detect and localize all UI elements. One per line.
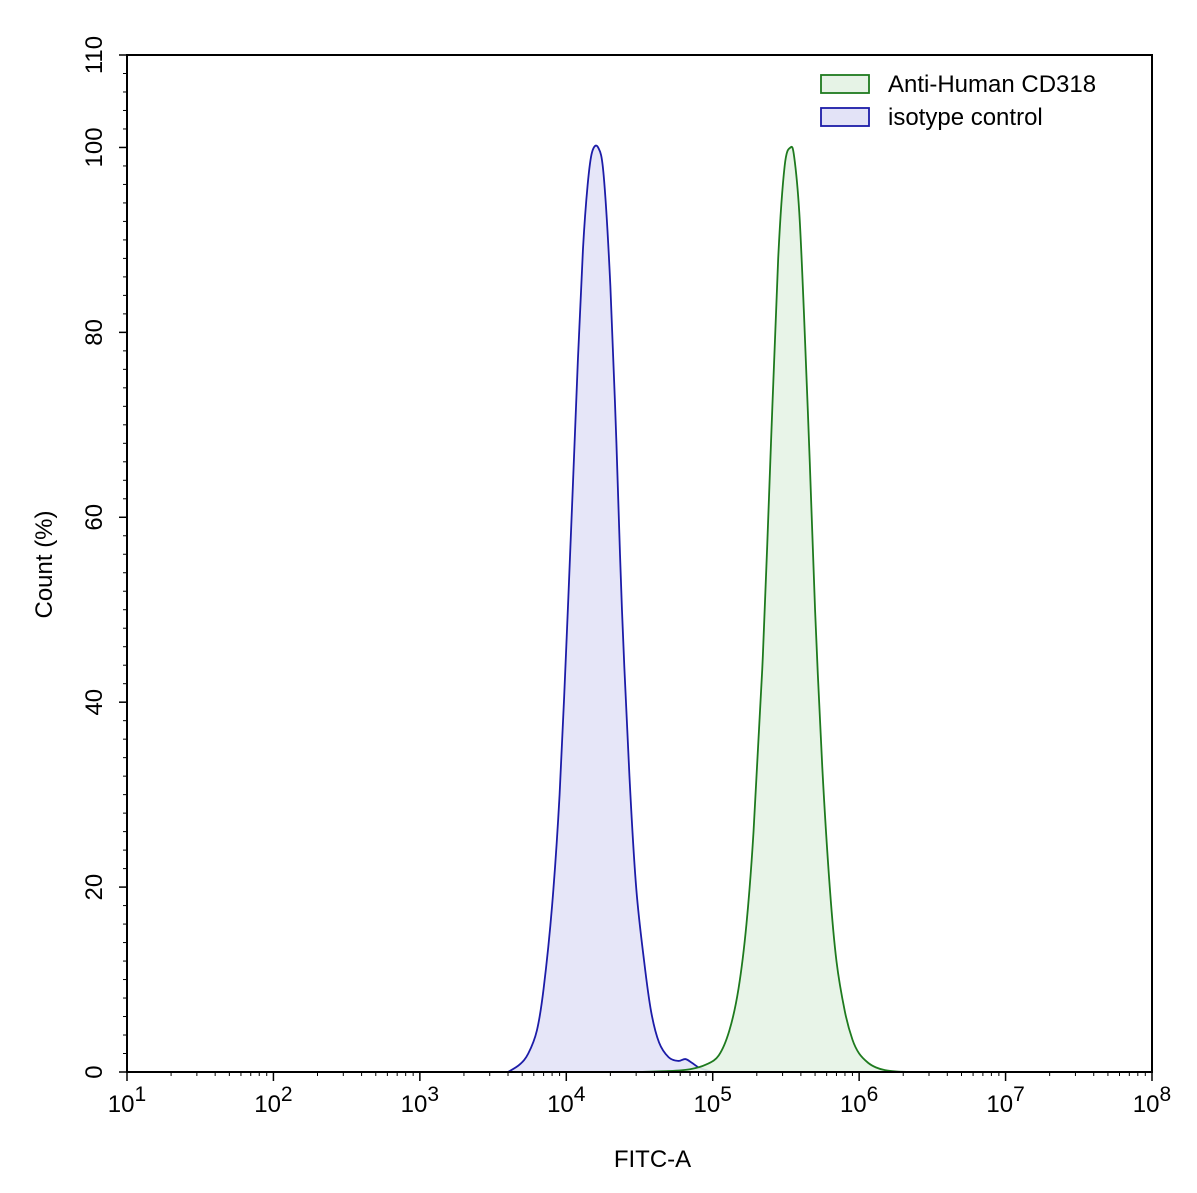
y-tick-label: 80 bbox=[81, 319, 108, 346]
y-tick-label: 60 bbox=[81, 504, 108, 531]
legend: Anti-Human CD318 isotype control bbox=[820, 71, 1096, 131]
series-line-isotype-control bbox=[507, 144, 713, 1073]
y-tick-label: 20 bbox=[81, 874, 108, 901]
y-tick-label: 110 bbox=[81, 36, 108, 74]
series-layer bbox=[507, 144, 910, 1073]
x-tick-label: 103 bbox=[401, 1083, 439, 1118]
x-tick-label: 107 bbox=[986, 1083, 1024, 1118]
legend-label-anti-human-cd318: Anti-Human CD318 bbox=[888, 71, 1096, 98]
x-tick-label: 105 bbox=[694, 1083, 732, 1118]
legend-label-isotype-control: isotype control bbox=[888, 104, 1043, 131]
x-tick-label: 106 bbox=[840, 1083, 878, 1118]
y-tick-label: 0 bbox=[81, 1065, 108, 1078]
series-line-anti-human-cd318 bbox=[636, 145, 910, 1073]
y-tick-label: 40 bbox=[81, 689, 108, 716]
legend-swatch-isotype-control bbox=[820, 107, 870, 127]
series-fill-anti-human-cd318 bbox=[636, 146, 910, 1072]
legend-swatch-anti-human-cd318 bbox=[820, 74, 870, 94]
x-axis-label: FITC-A bbox=[614, 1146, 691, 1173]
x-axis: 101 102 103 104 105 106 107 108 bbox=[108, 1072, 1171, 1118]
x-tick-label: 102 bbox=[254, 1083, 292, 1118]
x-tick-label: 108 bbox=[1133, 1083, 1171, 1118]
x-tick-label: 101 bbox=[108, 1083, 146, 1118]
y-axis: 0 20 40 60 80 100 110 bbox=[81, 36, 127, 1079]
y-tick-label: 100 bbox=[81, 127, 108, 167]
x-tick-label: 104 bbox=[547, 1083, 586, 1118]
plot-frame bbox=[126, 54, 1153, 1073]
y-axis-label: Count (%) bbox=[31, 510, 58, 618]
series-fill-isotype-control bbox=[508, 145, 713, 1073]
